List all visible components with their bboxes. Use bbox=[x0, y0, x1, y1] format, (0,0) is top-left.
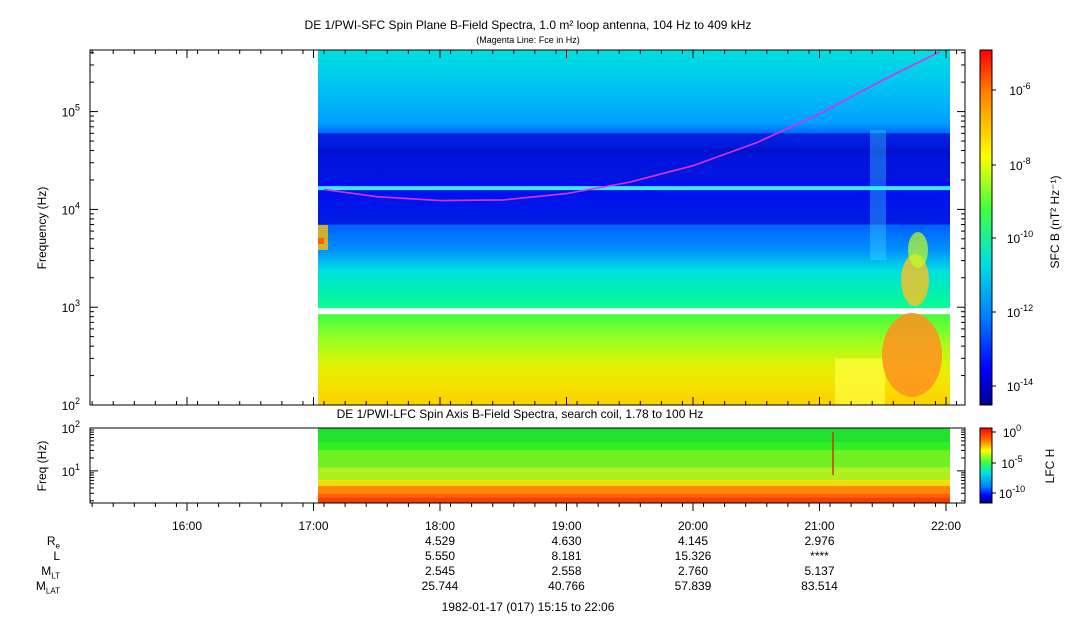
top-colorbar-tick-6: 10-6 bbox=[1009, 81, 1030, 98]
top-colorbar-label: SFC B (nT² Hz⁻¹) bbox=[1048, 175, 1062, 269]
top-y-tick-label-5: 105 bbox=[62, 103, 80, 120]
bottom-colorbar-label: LFC H bbox=[1043, 448, 1057, 484]
ephemeris-value: 4.145 bbox=[678, 534, 708, 548]
time-tick-label-1800: 18:00 bbox=[425, 519, 455, 533]
lfc-spectrogram bbox=[318, 428, 950, 503]
bottom-colorbar bbox=[979, 427, 993, 504]
time-tick-label-2000: 20:00 bbox=[678, 519, 708, 533]
top-chart-subtitle: (Magenta Line: Fce in Hz) bbox=[476, 35, 580, 45]
ephemeris-value: **** bbox=[810, 549, 829, 563]
ephemeris-label-l: L bbox=[53, 549, 60, 563]
top-colorbar-tick-12: 10-12 bbox=[1007, 303, 1033, 320]
top-plot-frame bbox=[89, 49, 966, 406]
ephemeris-value: 5.137 bbox=[804, 564, 834, 578]
top-chart-title: DE 1/PWI-SFC Spin Plane B-Field Spectra,… bbox=[304, 18, 752, 32]
bottom-y-tick-label-1: 101 bbox=[62, 462, 80, 479]
bottom-colorbar-tick-10: 10-10 bbox=[999, 484, 1025, 501]
ephemeris-value: 25.744 bbox=[422, 579, 459, 593]
bottom-colorbar-tick0: 100 bbox=[1003, 423, 1021, 440]
top-colorbar-tick-14: 10-14 bbox=[1007, 377, 1033, 394]
ephemeris-value: 15.326 bbox=[675, 549, 712, 563]
time-range-footer: 1982-01-17 (017) 15:15 to 22:06 bbox=[441, 600, 615, 614]
bottom-plot-frame bbox=[89, 427, 966, 504]
top-y-tick-label-3: 103 bbox=[62, 298, 80, 315]
time-tick-label-2100: 21:00 bbox=[804, 519, 834, 533]
ephemeris-value: 2.558 bbox=[551, 564, 581, 578]
top-colorbar bbox=[979, 49, 993, 406]
sfc-spectrogram bbox=[318, 50, 950, 405]
ephemeris-label-mlat: MLAT bbox=[35, 579, 60, 596]
ephemeris-value: 5.550 bbox=[425, 549, 455, 563]
ephemeris-label-mlt: MLT bbox=[41, 564, 60, 581]
top-y-axis-label: Frequency (Hz) bbox=[35, 186, 49, 270]
bottom-y-tick-label-2: 102 bbox=[62, 419, 80, 436]
ephemeris-value: 4.630 bbox=[551, 534, 581, 548]
time-tick-label-2200: 22:00 bbox=[931, 519, 961, 533]
ephemeris-value: 2.545 bbox=[425, 564, 455, 578]
ephemeris-value: 40.766 bbox=[548, 579, 585, 593]
ephemeris-label-re: Re bbox=[46, 534, 60, 551]
ephemeris-value: 2.976 bbox=[804, 534, 834, 548]
bottom-colorbar-tick-5: 10-5 bbox=[1001, 454, 1022, 471]
top-colorbar-tick-10: 10-10 bbox=[1007, 229, 1033, 246]
ephemeris-value: 83.514 bbox=[801, 579, 838, 593]
time-tick-label-1700: 17:00 bbox=[298, 519, 328, 533]
top-y-tick-label-2: 102 bbox=[62, 396, 80, 413]
ephemeris-value: 57.839 bbox=[675, 579, 712, 593]
ephemeris-value: 4.529 bbox=[425, 534, 455, 548]
bottom-chart-title: DE 1/PWI-LFC Spin Axis B-Field Spectra, … bbox=[336, 407, 704, 421]
top-y-tick-label-4: 104 bbox=[62, 200, 80, 217]
fce-line bbox=[323, 51, 941, 202]
ephemeris-value: 8.181 bbox=[551, 549, 581, 563]
time-tick-label-1600: 16:00 bbox=[172, 519, 202, 533]
bottom-y-axis-label: Freq (Hz) bbox=[35, 440, 49, 492]
top-colorbar-tick-8: 10-8 bbox=[1009, 156, 1030, 173]
ephemeris-value: 2.760 bbox=[678, 564, 708, 578]
time-tick-label-1900: 19:00 bbox=[551, 519, 581, 533]
